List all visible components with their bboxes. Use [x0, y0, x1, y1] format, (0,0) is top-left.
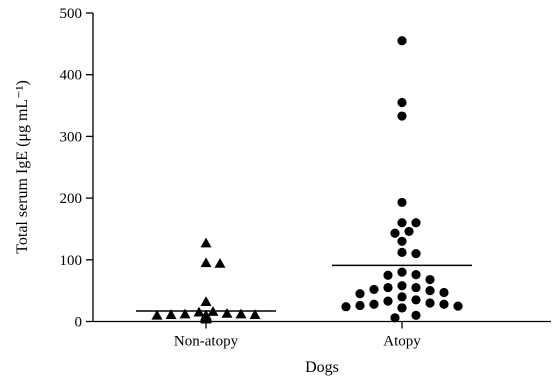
data-point-circle	[397, 218, 407, 228]
data-point-circle	[397, 36, 407, 46]
data-points	[151, 36, 463, 324]
y-tick-label: 400	[60, 68, 83, 84]
data-point-circle	[397, 97, 407, 108]
data-point-circle	[397, 303, 407, 313]
data-point-circle	[355, 289, 365, 299]
data-point-triangle	[151, 309, 163, 320]
data-point-triangle	[200, 257, 212, 268]
data-point-triangle	[165, 309, 177, 320]
y-tick-label: 100	[60, 253, 83, 269]
data-point-triangle	[200, 237, 212, 248]
x-axis-title: Dogs	[305, 359, 339, 376]
data-point-circle	[383, 282, 393, 293]
axes	[92, 13, 551, 323]
data-point-circle	[397, 281, 407, 291]
data-point-triangle	[200, 296, 212, 307]
data-point-circle	[383, 296, 393, 306]
y-tick-label: 0	[75, 315, 83, 331]
data-point-triangle	[207, 306, 219, 316]
data-point-circle	[369, 299, 379, 309]
data-point-circle	[425, 298, 435, 308]
data-point-triangle	[221, 307, 233, 318]
mean-lines	[136, 264, 472, 312]
y-ticks: 0 100 200 300 400 500	[60, 6, 93, 331]
data-point-circle	[390, 313, 400, 323]
x-ticks: Non-atopy Atopy	[174, 321, 421, 350]
data-point-circle	[390, 228, 400, 238]
data-point-circle	[397, 292, 407, 302]
data-point-circle	[397, 197, 407, 208]
data-point-circle	[425, 274, 435, 285]
data-point-circle	[411, 295, 421, 305]
y-tick-label: 300	[60, 129, 83, 145]
data-point-circle	[411, 218, 421, 228]
data-point-triangle	[179, 308, 191, 319]
data-point-circle	[425, 286, 435, 296]
data-point-triangle	[200, 313, 212, 324]
x-tick-label: Atopy	[383, 334, 421, 350]
data-point-circle	[355, 300, 365, 311]
data-point-triangle	[193, 306, 205, 317]
data-point-circle	[341, 302, 351, 312]
y-axis-title: Total serum IgE (μg mL⁻¹)	[14, 80, 31, 254]
data-point-triangle	[214, 258, 226, 268]
y-tick-label: 200	[60, 191, 83, 207]
data-point-circle	[453, 301, 463, 311]
data-point-triangle	[249, 309, 261, 320]
data-point-circle	[411, 249, 421, 259]
data-point-circle	[397, 111, 407, 121]
y-tick-label: 500	[60, 6, 83, 22]
x-tick-label: Non-atopy	[174, 334, 239, 350]
data-point-triangle	[235, 308, 247, 319]
data-point-circle	[397, 247, 407, 257]
data-point-circle	[397, 267, 407, 277]
data-point-circle	[411, 310, 421, 320]
data-point-circle	[439, 287, 449, 298]
data-point-circle	[439, 299, 449, 309]
data-point-circle	[411, 282, 421, 293]
data-point-circle	[383, 270, 393, 280]
data-point-circle	[397, 236, 407, 246]
data-point-circle	[411, 270, 421, 280]
data-point-circle	[404, 226, 414, 237]
data-point-circle	[369, 284, 379, 295]
